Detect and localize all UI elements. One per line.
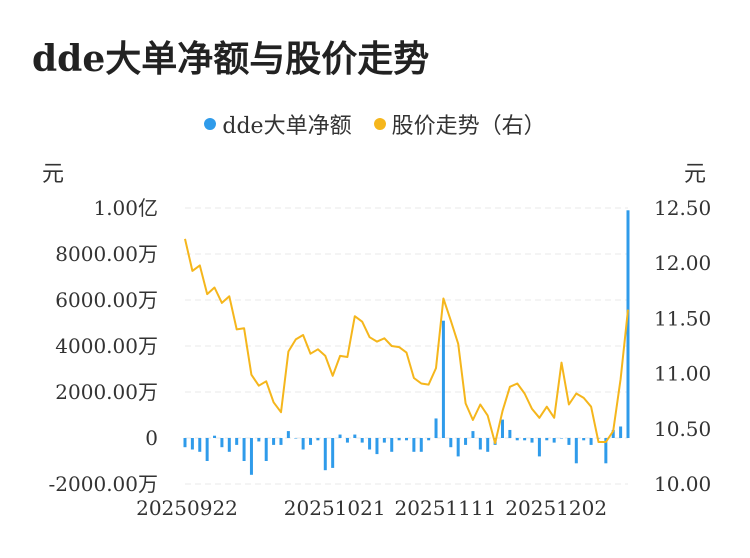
x-tick-label: 20251111 <box>395 496 497 520</box>
dde-bar <box>360 438 364 443</box>
dde-bar <box>235 438 239 445</box>
right-tick-label: 12.00 <box>654 251 711 275</box>
dde-bar <box>301 438 305 450</box>
dde-bar <box>213 435 217 438</box>
dde-bar <box>412 438 416 452</box>
dde-bar <box>552 438 556 443</box>
dde-bar <box>309 438 313 445</box>
left-tick-label: 8000.00万 <box>55 242 158 266</box>
dde-bar <box>626 210 630 438</box>
dde-bar <box>286 431 290 438</box>
dde-bar <box>619 426 623 438</box>
dde-bar <box>604 438 608 464</box>
dde-bar <box>368 438 372 450</box>
dde-bar <box>464 438 468 445</box>
dde-bar <box>582 438 586 441</box>
dde-bar <box>589 438 593 445</box>
right-tick-label: 11.00 <box>654 362 711 386</box>
dde-bar <box>338 434 342 438</box>
left-tick-label: 0 <box>145 426 158 450</box>
dde-bar <box>500 419 504 438</box>
dde-bar <box>375 438 379 455</box>
dde-bar <box>545 438 549 441</box>
right-tick-label: 11.50 <box>654 306 711 330</box>
legend-label-price: 股价走势（右） <box>391 114 546 139</box>
dde-bar <box>316 438 320 441</box>
legend-dot-dde <box>204 118 217 130</box>
dde-bar <box>508 429 512 438</box>
dde-bar <box>397 438 401 441</box>
dde-bar <box>523 438 527 441</box>
dde-bar <box>390 438 394 452</box>
left-tick-label: 2000.00万 <box>55 380 158 404</box>
dde-bar <box>227 438 231 452</box>
dde-bar <box>190 438 194 450</box>
dde-bar <box>478 438 482 450</box>
left-tick-label: 1.00亿 <box>93 196 158 220</box>
dde-bar <box>567 438 571 445</box>
dde-bar <box>449 438 453 448</box>
dde-bar <box>382 438 386 443</box>
dde-bar <box>530 438 534 443</box>
dde-bar <box>611 429 615 438</box>
legend-dot-price <box>373 118 386 130</box>
dde-bar <box>471 431 475 438</box>
dde-bar <box>279 438 283 445</box>
dde-bar <box>294 438 298 439</box>
legend-label-dde: dde大单净额 <box>222 114 352 139</box>
dde-bar <box>419 438 423 452</box>
legend-item-price[interactable]: 股价走势（右） <box>373 108 546 140</box>
left-tick-label: -2000.00万 <box>49 472 158 496</box>
dde-bar <box>331 438 335 468</box>
dde-bar <box>405 438 408 441</box>
price-line <box>184 238 629 445</box>
dde-bar <box>560 438 564 439</box>
legend-item-dde[interactable]: dde大单净额 <box>204 108 352 140</box>
dde-bar <box>456 438 460 457</box>
right-tick-label: 10.50 <box>654 417 711 441</box>
dde-bar <box>242 438 246 461</box>
dde-bar <box>257 438 261 442</box>
right-tick-label: 12.50 <box>654 196 711 220</box>
dde-bar <box>220 438 224 448</box>
dde-bar <box>353 434 357 438</box>
x-tick-label: 20251021 <box>284 496 386 520</box>
dde-bar <box>249 438 253 475</box>
dde-bar <box>323 438 327 471</box>
left-tick-label: 4000.00万 <box>55 334 158 358</box>
dde-bar <box>427 438 431 441</box>
left-axis-unit: 元 <box>42 162 65 187</box>
right-axis-unit: 元 <box>684 162 707 187</box>
dde-bar <box>434 418 438 438</box>
dde-bar <box>272 438 276 445</box>
dde-bar <box>515 438 519 441</box>
dde-bar <box>183 438 187 448</box>
right-tick-label: 10.00 <box>654 472 711 496</box>
dde-bar <box>205 438 209 461</box>
dde-bar <box>574 438 578 464</box>
x-tick-label: 20250922 <box>136 496 238 520</box>
dde-bar <box>345 438 349 443</box>
left-tick-label: 6000.00万 <box>55 288 158 312</box>
dde-bar <box>537 438 541 457</box>
x-tick-label: 20251202 <box>505 496 607 520</box>
chart-title: dde大单净额与股价走势 <box>32 38 430 80</box>
dde-bar <box>486 438 490 452</box>
dde-bar <box>264 438 268 461</box>
chart-legend: dde大单净额 股价走势（右） <box>0 108 750 140</box>
dde-bar <box>441 320 445 438</box>
dde-bar <box>198 438 202 452</box>
